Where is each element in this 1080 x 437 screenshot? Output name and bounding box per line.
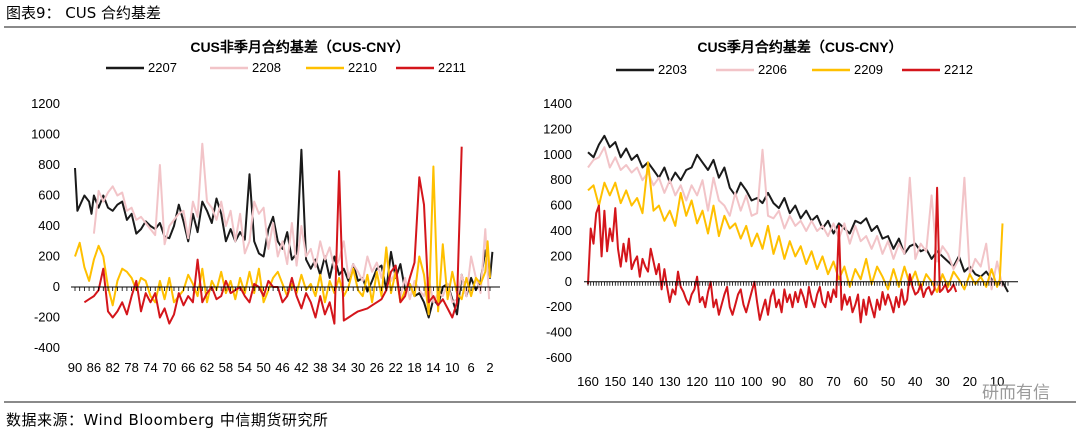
legend-label-2208: 2208 — [252, 60, 281, 75]
y-tick-label: 1000 — [31, 127, 60, 142]
x-tick-label: 80 — [799, 374, 813, 389]
x-tick-label: 150 — [604, 374, 626, 389]
x-tick-label: 62 — [200, 360, 214, 375]
y-tick-label: 800 — [550, 172, 572, 187]
x-tick-label: 10 — [445, 360, 459, 375]
x-tick-label: 60 — [853, 374, 867, 389]
y-tick-label: 600 — [38, 188, 60, 203]
y-tick-label: -400 — [546, 325, 572, 340]
x-tick-label: 100 — [741, 374, 763, 389]
series-line-2210 — [74, 165, 491, 316]
figure-title: 图表9： CUS 合约基差 — [6, 4, 162, 22]
source-note: 数据来源：Wind Bloomberg 中信期货研究所 — [6, 411, 329, 429]
legend-label-2207: 2207 — [148, 60, 177, 75]
x-tick-label: 42 — [294, 360, 308, 375]
y-tick-label: -400 — [34, 340, 60, 355]
series-line-2208 — [92, 142, 491, 304]
x-tick-label: 14 — [426, 360, 440, 375]
x-tick-label: 30 — [351, 360, 365, 375]
x-tick-label: 40 — [908, 374, 922, 389]
top-rule — [4, 26, 1076, 28]
y-tick-label: 1400 — [543, 96, 572, 111]
x-tick-label: 70 — [162, 360, 176, 375]
x-tick-label: 86 — [87, 360, 101, 375]
y-tick-label: 800 — [38, 157, 60, 172]
x-tick-label: 34 — [332, 360, 346, 375]
x-tick-label: 20 — [963, 374, 977, 389]
legend-label-2203: 2203 — [658, 62, 687, 77]
x-tick-label: 18 — [407, 360, 421, 375]
x-tick-label: 58 — [219, 360, 233, 375]
legend-label-2210: 2210 — [348, 60, 377, 75]
chart-right: CUS季月合约基差（CUS-CNY） 2203 2206 2209 2212 -600 -4… — [543, 39, 1018, 389]
legend-label-2211: 2211 — [438, 60, 466, 75]
chart-left: CUS非季月合约基差（CUS-CNY）2207 2208 2210 2211-400-… — [31, 39, 500, 375]
y-tick-label: 1000 — [543, 147, 572, 162]
x-tick-label: 6 — [468, 360, 475, 375]
x-tick-label: 90 — [68, 360, 82, 375]
x-tick-label: 2 — [486, 360, 493, 375]
series-line-2207 — [74, 148, 494, 319]
zero-axis-ticks — [74, 287, 491, 291]
y-tick-label: 1200 — [31, 96, 60, 111]
y-tick-label: -600 — [546, 350, 572, 365]
y-tick-label: 0 — [565, 274, 572, 289]
watermark: 研而有信 — [982, 383, 1050, 403]
x-tick-label: 38 — [313, 360, 327, 375]
x-tick-label: 10 — [990, 374, 1004, 389]
zero-axis-ticks — [587, 281, 1009, 286]
y-tick-label: 400 — [550, 223, 572, 238]
x-tick-label: 66 — [181, 360, 195, 375]
x-tick-label: 140 — [632, 374, 654, 389]
legend-label-2206: 2206 — [758, 62, 787, 77]
bottom-rule — [4, 401, 1076, 403]
y-tick-label: 600 — [550, 198, 572, 213]
x-tick-label: 46 — [275, 360, 289, 375]
x-tick-label: 130 — [659, 374, 681, 389]
y-tick-label: 200 — [550, 248, 572, 263]
y-tick-label: -200 — [546, 299, 572, 314]
y-tick-label: -200 — [34, 310, 60, 325]
x-tick-label: 50 — [256, 360, 270, 375]
x-tick-label: 110 — [714, 374, 735, 389]
legend-label-2212: 2212 — [944, 62, 973, 77]
chart-title: CUS季月合约基差（CUS-CNY） — [697, 39, 902, 55]
x-tick-label: 50 — [881, 374, 895, 389]
y-tick-label: 200 — [38, 249, 60, 264]
x-tick-label: 54 — [238, 360, 252, 375]
legend-label-2209: 2209 — [854, 62, 883, 77]
x-tick-label: 82 — [105, 360, 119, 375]
series-line-2211 — [83, 146, 463, 325]
x-tick-label: 22 — [388, 360, 402, 375]
x-tick-label: 120 — [686, 374, 708, 389]
series-line-2206 — [587, 146, 1004, 291]
x-tick-label: 26 — [370, 360, 384, 375]
x-tick-label: 30 — [935, 374, 949, 389]
series-line-2203 — [587, 134, 1009, 293]
series-line-2209 — [587, 161, 1004, 293]
y-tick-label: 0 — [53, 279, 60, 294]
x-tick-label: 78 — [124, 360, 138, 375]
chart-title: CUS非季月合约基差（CUS-CNY） — [190, 39, 409, 55]
y-tick-label: 400 — [38, 218, 60, 233]
x-tick-label: 74 — [143, 360, 157, 375]
x-tick-label: 160 — [577, 374, 599, 389]
x-tick-label: 90 — [772, 374, 786, 389]
series-line-2212 — [587, 186, 958, 324]
y-tick-label: 1200 — [543, 121, 572, 136]
x-tick-label: 70 — [826, 374, 840, 389]
